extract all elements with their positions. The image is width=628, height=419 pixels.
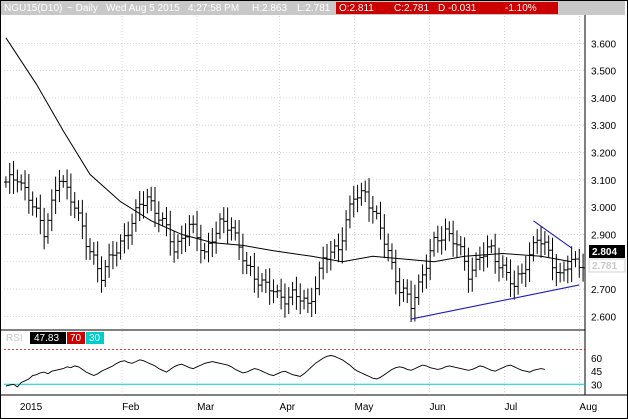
x-tick-label: Aug <box>579 402 597 413</box>
header-high: H:2.863 <box>252 3 287 14</box>
rsi-value: 47.83 <box>34 333 59 344</box>
y-tick-label: 2.900 <box>591 230 616 241</box>
rsi-value-box <box>30 332 66 344</box>
close-price-badge <box>588 258 626 273</box>
close-price-text: 2.781 <box>592 261 617 272</box>
trendlines <box>410 220 580 320</box>
header-symbol: NGU15(D10) <box>4 3 62 14</box>
x-tick-label: Jun <box>429 402 445 413</box>
header-date: Wed Aug 5 2015 <box>106 3 180 14</box>
y-tick-label: 3.400 <box>591 94 616 105</box>
rsi-upper-box <box>67 332 85 344</box>
last-price-badge <box>589 245 625 258</box>
y-tick-label: 2.600 <box>591 312 616 323</box>
rsi-tick-label: 30 <box>591 380 603 391</box>
x-tick-labels: 2015 Feb Mar Apr May Jun Jul Aug <box>20 402 597 413</box>
rsi-polyline <box>5 355 545 388</box>
y-tick-label: 3.300 <box>591 121 616 132</box>
moving-average-line <box>5 37 572 263</box>
moving-average <box>5 37 572 263</box>
trendline <box>533 220 572 249</box>
x-tick-label: Jul <box>504 402 517 413</box>
y-tick-label: 3.500 <box>591 67 616 78</box>
header-low: L:2.781 <box>297 3 331 14</box>
x-tick-label: Feb <box>122 402 140 413</box>
x-tick-label: Mar <box>197 402 215 413</box>
rsi-tick-labels: 60 45 30 <box>591 354 603 391</box>
grid <box>4 16 585 395</box>
open-box <box>336 2 390 14</box>
y-tick-label: 3.100 <box>591 176 616 187</box>
y-tick-label: 2.700 <box>591 285 616 296</box>
close-box <box>390 2 558 14</box>
y-tick-label: 3.200 <box>591 149 616 160</box>
header-interval: ~ Daily <box>67 3 98 14</box>
x-tick-label: 2015 <box>20 402 43 413</box>
header-change-pct: -1.10% <box>505 3 537 14</box>
rsi-tick-label: 45 <box>591 367 603 378</box>
rsi-upper: 70 <box>70 333 82 344</box>
y-tick-label: 3.600 <box>591 39 616 50</box>
y-tick-label: 3.000 <box>591 203 616 214</box>
rsi-reference-lines <box>4 348 585 385</box>
rsi-label: RSI <box>6 333 23 344</box>
x-tick-label: May <box>355 402 374 413</box>
rsi-tick-label: 60 <box>591 354 603 365</box>
rsi-line <box>5 355 545 388</box>
rsi-lower-box <box>86 332 104 344</box>
rsi-lower: 30 <box>89 333 101 344</box>
x-tick-label: Apr <box>280 402 296 413</box>
header-change: D -0.031 <box>438 3 477 14</box>
header-time: 4:27:58 PM <box>188 3 239 14</box>
header-open: O:2.811 <box>339 3 374 14</box>
last-price-text: 2.804 <box>592 247 617 258</box>
header-close: C:2.781 <box>394 3 429 14</box>
trendline <box>410 284 580 320</box>
